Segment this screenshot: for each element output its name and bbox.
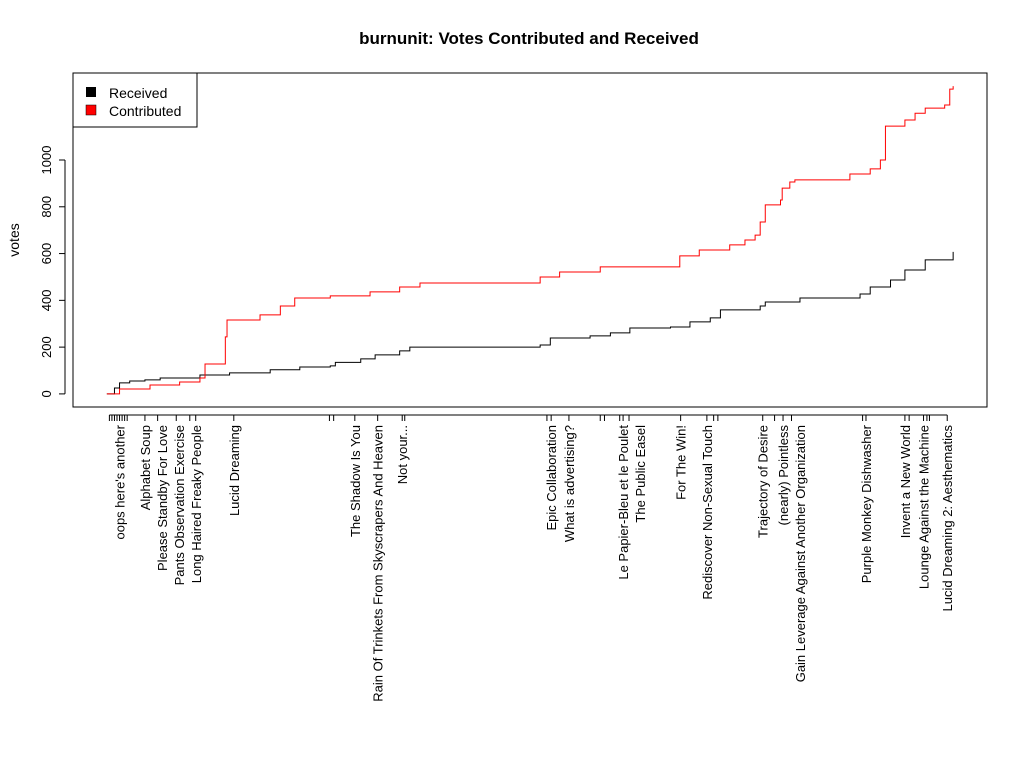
x-tick-label: The Public Easel: [633, 425, 648, 523]
x-tick-label: Gain Leverage Against Another Organizati…: [793, 425, 808, 682]
x-tick-label: Long Haired Freaky People: [189, 425, 204, 583]
x-tick-label: Rediscover Non-Sexual Touch: [700, 425, 715, 600]
x-tick-label: Epic Collaboration: [544, 425, 559, 531]
series-line-contributed: [106, 86, 954, 395]
x-axis: oops here's another Alphabet Soup Please S…: [108, 414, 955, 702]
legend-label-contributed: Contributed: [109, 103, 181, 119]
x-tick-label: The Shadow Is You: [348, 425, 363, 537]
x-tick-label: Invent a New World: [898, 425, 913, 538]
chart-title: burnunit: Votes Contributed and Received: [359, 29, 699, 48]
y-tick-label: 1000: [39, 146, 54, 175]
series-group: [106, 86, 954, 395]
x-tick-label: Alphabet Soup: [138, 425, 153, 510]
legend: Received Contributed: [72, 72, 198, 128]
x-tick-label: What is advertising?: [562, 425, 577, 542]
x-tick-label: Le Papier-Bleu et le Poulet: [616, 425, 631, 580]
legend-swatch-received: [86, 87, 96, 97]
y-tick-label: 200: [39, 336, 54, 358]
y-axis-label: votes: [6, 223, 22, 256]
x-tick-label: Lucid Dreaming: [227, 425, 242, 516]
x-tick-label: Lucid Dreaming 2: Aesthematics: [940, 425, 955, 612]
x-tick-label: For The Win!: [674, 425, 689, 500]
y-tick-label: 800: [39, 196, 54, 218]
x-tick-label: (nearly) Pointless: [776, 425, 791, 526]
y-axis: 0 200 400 600 800 1000: [39, 146, 66, 398]
y-tick-label: 600: [39, 243, 54, 265]
legend-box: [72, 72, 198, 128]
x-tick-label: Please Standby For Love: [155, 425, 170, 571]
x-tick-label: oops here's another: [113, 424, 128, 539]
x-tick-label: Rain Of Trinkets From Skyscrapers And He…: [371, 425, 386, 702]
y-tick-label: 400: [39, 289, 54, 311]
x-tick-label: Purple Monkey Dishwasher: [859, 424, 874, 583]
x-tick-label: Lounge Against the Machine: [917, 425, 932, 589]
legend-swatch-contributed: [85, 104, 97, 116]
x-tick-label: Pants Observation Exercise: [172, 425, 187, 585]
legend-label-received: Received: [109, 85, 167, 101]
x-tick-label: Trajectory of Desire: [756, 425, 771, 538]
plot-frame: [72, 72, 988, 408]
series-line-received: [106, 251, 954, 395]
x-tick-label: Not your...: [395, 425, 410, 484]
y-tick-label: 0: [39, 390, 54, 397]
